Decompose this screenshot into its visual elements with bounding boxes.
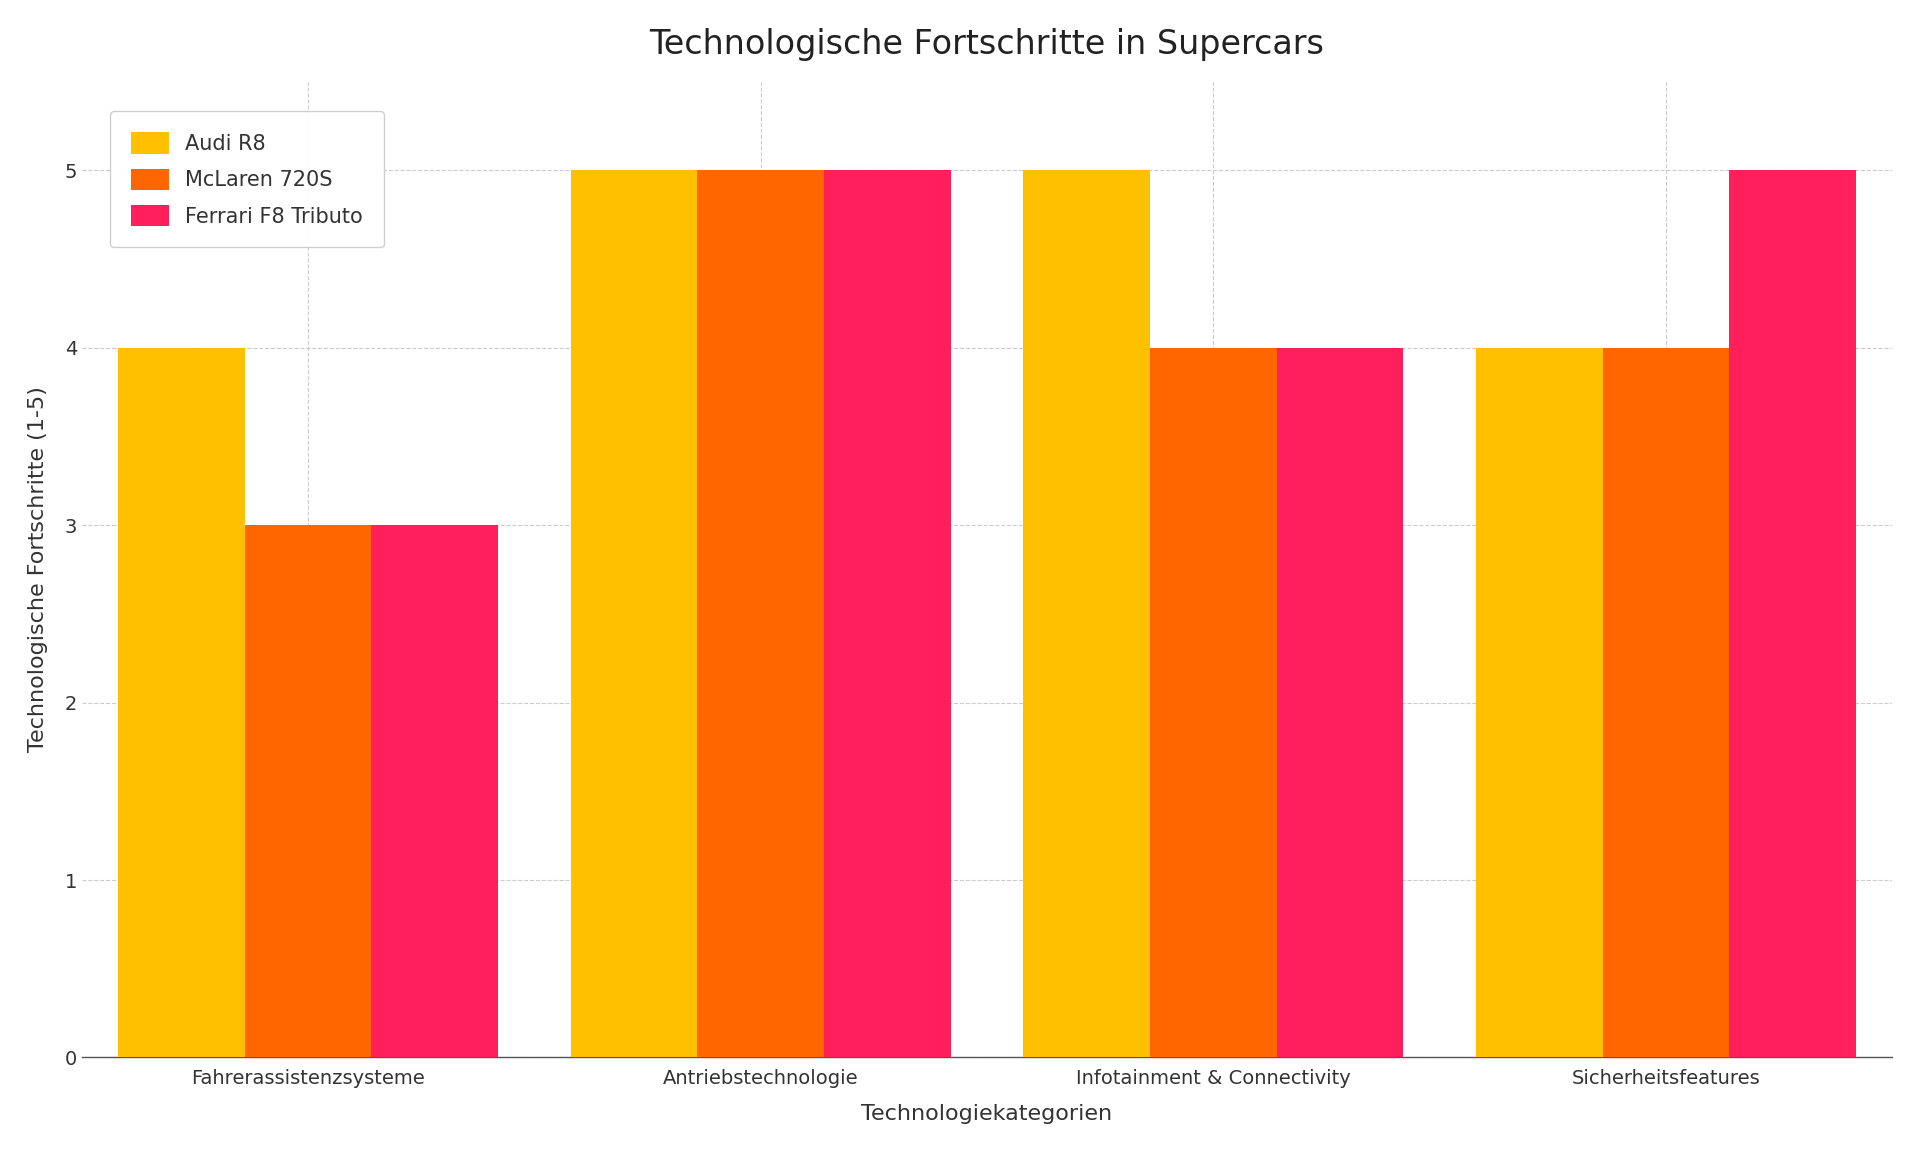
Title: Technologische Fortschritte in Supercars: Technologische Fortschritte in Supercars xyxy=(649,28,1325,61)
Bar xyxy=(824,170,950,1058)
Bar xyxy=(1150,348,1277,1058)
Y-axis label: Technologische Fortschritte (1-5): Technologische Fortschritte (1-5) xyxy=(27,387,48,752)
Bar xyxy=(1476,348,1603,1058)
X-axis label: Technologiekategorien: Technologiekategorien xyxy=(862,1105,1112,1124)
Bar xyxy=(1730,170,1857,1058)
Bar xyxy=(244,525,371,1058)
Legend: Audi R8, McLaren 720S, Ferrari F8 Tributo: Audi R8, McLaren 720S, Ferrari F8 Tribut… xyxy=(109,112,384,248)
Bar xyxy=(1603,348,1730,1058)
Bar xyxy=(371,525,497,1058)
Bar xyxy=(1023,170,1150,1058)
Bar xyxy=(570,170,697,1058)
Bar xyxy=(1277,348,1404,1058)
Bar xyxy=(117,348,244,1058)
Bar xyxy=(697,170,824,1058)
